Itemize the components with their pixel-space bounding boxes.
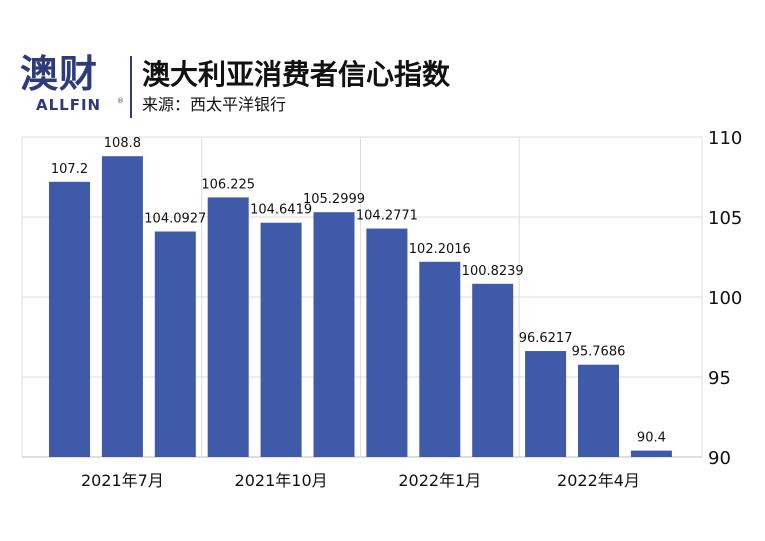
bar xyxy=(525,351,567,457)
header-divider xyxy=(130,56,132,118)
y-tick-label: 105 xyxy=(708,208,742,229)
bar xyxy=(419,261,461,457)
y-tick-label: 95 xyxy=(708,368,731,389)
bar-value-label: 95.7686 xyxy=(572,345,626,360)
bar xyxy=(472,283,514,457)
bar-value-label: 104.0927 xyxy=(144,212,206,227)
brand-logo-subtext: ALLFIN xyxy=(36,96,102,114)
bar xyxy=(260,222,302,457)
bar xyxy=(313,212,355,457)
bar-value-label: 102.2016 xyxy=(409,242,471,257)
bar-value-label: 90.4 xyxy=(637,431,666,446)
x-tick-label: 2022年1月 xyxy=(398,471,481,490)
bar-value-label: 105.2999 xyxy=(303,192,365,207)
bar xyxy=(154,231,196,457)
y-tick-label: 100 xyxy=(708,288,742,309)
bar-value-label: 106.225 xyxy=(201,177,255,192)
y-tick-label: 110 xyxy=(708,128,742,149)
bar xyxy=(578,364,619,457)
registered-mark: ® xyxy=(117,97,124,105)
chart-source: 来源：西太平洋银行 xyxy=(142,95,287,114)
x-tick-label: 2022年4月 xyxy=(557,471,640,490)
bar xyxy=(630,450,672,457)
chart-title: 澳大利亚消费者信心指数 xyxy=(142,58,451,91)
bar xyxy=(49,181,90,458)
x-tick-label: 2021年10月 xyxy=(235,471,328,490)
bar-value-label: 96.6217 xyxy=(519,331,573,346)
bar xyxy=(207,197,249,457)
bar-value-label: 107.2 xyxy=(51,162,88,177)
bar xyxy=(101,156,143,457)
bar-value-label: 104.6419 xyxy=(250,203,312,218)
bar-value-label: 108.8 xyxy=(104,136,141,151)
bar xyxy=(366,228,408,457)
bar-value-label: 100.8239 xyxy=(462,264,524,279)
brand-logo: 澳财 xyxy=(20,52,99,96)
bar-value-label: 104.2771 xyxy=(356,209,418,224)
x-tick-label: 2021年7月 xyxy=(81,471,164,490)
y-tick-label: 90 xyxy=(708,448,731,469)
